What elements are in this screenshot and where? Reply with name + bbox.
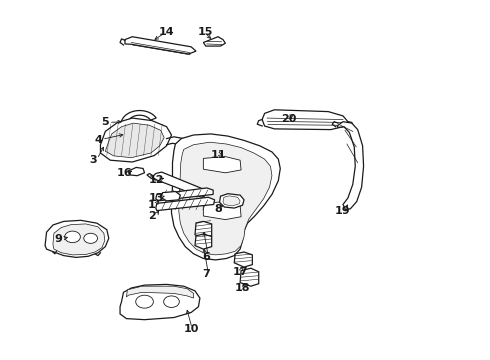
Text: 19: 19 [335, 206, 351, 216]
Text: 3: 3 [89, 155, 97, 165]
Circle shape [136, 295, 153, 308]
Polygon shape [234, 252, 252, 267]
Text: 5: 5 [101, 117, 109, 127]
Polygon shape [179, 142, 272, 255]
Polygon shape [100, 118, 172, 162]
Circle shape [65, 231, 80, 243]
Circle shape [84, 233, 98, 243]
Text: 20: 20 [281, 114, 297, 124]
Polygon shape [220, 194, 244, 208]
Text: 4: 4 [94, 135, 102, 145]
Polygon shape [45, 220, 109, 257]
Polygon shape [156, 188, 213, 201]
Polygon shape [240, 268, 259, 286]
Text: 11: 11 [210, 150, 226, 160]
Text: 6: 6 [202, 252, 210, 262]
Text: 1: 1 [148, 200, 156, 210]
Polygon shape [125, 37, 196, 54]
Text: 10: 10 [183, 324, 199, 334]
Polygon shape [203, 37, 225, 46]
Polygon shape [152, 172, 207, 197]
Text: 7: 7 [202, 269, 210, 279]
Polygon shape [203, 202, 241, 220]
Text: 16: 16 [117, 168, 133, 178]
Polygon shape [262, 110, 348, 130]
Text: 8: 8 [214, 204, 222, 214]
Circle shape [164, 296, 179, 307]
Polygon shape [223, 196, 240, 206]
Text: 17: 17 [232, 267, 248, 277]
Text: 13: 13 [149, 193, 165, 203]
Polygon shape [195, 221, 212, 238]
Polygon shape [203, 157, 241, 173]
Polygon shape [172, 134, 280, 260]
Polygon shape [121, 111, 156, 138]
Polygon shape [337, 122, 364, 210]
Text: 15: 15 [198, 27, 214, 37]
Polygon shape [126, 286, 194, 298]
Polygon shape [194, 148, 241, 163]
Text: 14: 14 [159, 27, 174, 37]
Polygon shape [128, 167, 145, 176]
Text: 9: 9 [55, 234, 63, 244]
Polygon shape [120, 284, 200, 320]
Text: 12: 12 [149, 175, 165, 185]
Polygon shape [161, 192, 180, 201]
Polygon shape [156, 197, 215, 211]
Polygon shape [125, 128, 151, 139]
Text: 2: 2 [148, 211, 156, 221]
Polygon shape [53, 224, 105, 255]
Polygon shape [105, 123, 164, 158]
Text: 18: 18 [235, 283, 250, 293]
Polygon shape [195, 234, 212, 249]
